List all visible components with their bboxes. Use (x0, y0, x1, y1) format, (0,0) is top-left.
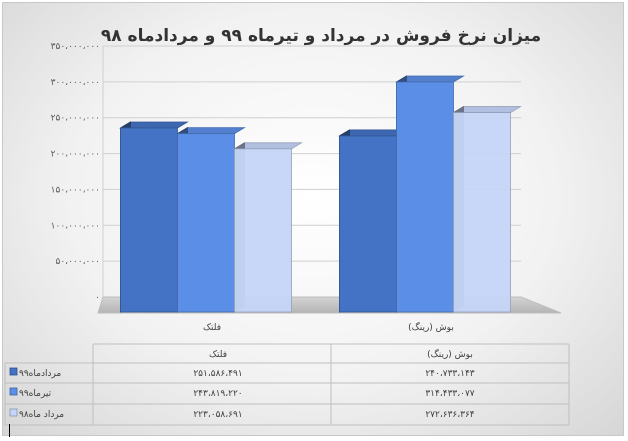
legend-key (9, 387, 18, 396)
y-tick-label: ۲۵۰،۰۰۰،۰۰۰ (51, 114, 100, 124)
table-value-cell: ۲۴۰،۷۳۳،۱۴۳ (425, 369, 474, 379)
data-table: فلتک بوش (رینگ) مردادماه۹۹ ۲۵۱،۵۸۶،۴۹۱ ۲۴۰،۷… (4, 343, 570, 426)
table-value-cell: ۲۵۱،۵۸۶،۴۹۱ (193, 369, 242, 379)
bar-1-2 (176, 126, 246, 313)
bar-1-3 (233, 142, 303, 313)
x-axis-labels: فلتک بوش (رینگ) (203, 321, 454, 333)
y-tick-label: ۵۰،۰۰۰،۰۰۰ (56, 257, 100, 267)
y-tick-label: ۰ (95, 293, 100, 303)
y-axis-ticks: ۰ ۵۰،۰۰۰،۰۰۰ ۱۰۰،۰۰۰،۰۰۰ ۱۵۰،۰۰۰،۰۰۰ ۲۰۰،۰۰۰… (51, 42, 100, 303)
x-category-label: بوش (رینگ) (408, 321, 454, 333)
y-tick-label: ۲۰۰،۰۰۰،۰۰۰ (51, 150, 100, 160)
table-value-cell: ۳۱۴،۴۳۳،۰۷۷ (425, 389, 474, 399)
bar-2-3 (452, 105, 522, 313)
table-series-name: تیرماه۹۹ (19, 389, 52, 399)
table-value-cell: ۲۷۲،۶۳۶،۳۶۴ (425, 410, 474, 420)
text-cursor (9, 424, 10, 437)
y-tick-label: ۳۵۰،۰۰۰،۰۰۰ (51, 42, 100, 52)
table-value-cell: ۲۲۳،۰۵۸،۶۹۱ (193, 410, 242, 420)
y-tick-label: ۱۵۰،۰۰۰،۰۰۰ (51, 185, 100, 195)
chart-frame: میزان نرخ فروش در مرداد و تیرماه ۹۹ و مر… (2, 2, 624, 437)
table-series-name: مردادماه۹۹ (19, 369, 61, 379)
table-header-cell: بوش (رینگ) (427, 348, 473, 360)
y-tick-label: ۱۰۰،۰۰۰،۰۰۰ (51, 221, 100, 231)
chart-title: میزان نرخ فروش در مرداد و تیرماه ۹۹ و مر… (101, 26, 541, 46)
legend-key (9, 367, 18, 376)
bars (119, 75, 522, 313)
table-header-cell: فلتک (209, 350, 227, 360)
x-category-label: فلتک (203, 323, 221, 333)
legend-key (9, 408, 18, 417)
bar-1-1 (119, 121, 189, 313)
bar-chart: میزان نرخ فروش در مرداد و تیرماه ۹۹ و مر… (4, 26, 570, 426)
bar-2-2 (395, 75, 465, 313)
y-tick-label: ۳۰۰،۰۰۰،۰۰۰ (51, 78, 100, 88)
table-series-name: مرداد ماه۹۸ (19, 410, 64, 420)
table-value-cell: ۲۴۳،۸۱۹،۲۲۰ (193, 389, 242, 399)
bar-2-1 (338, 129, 408, 313)
